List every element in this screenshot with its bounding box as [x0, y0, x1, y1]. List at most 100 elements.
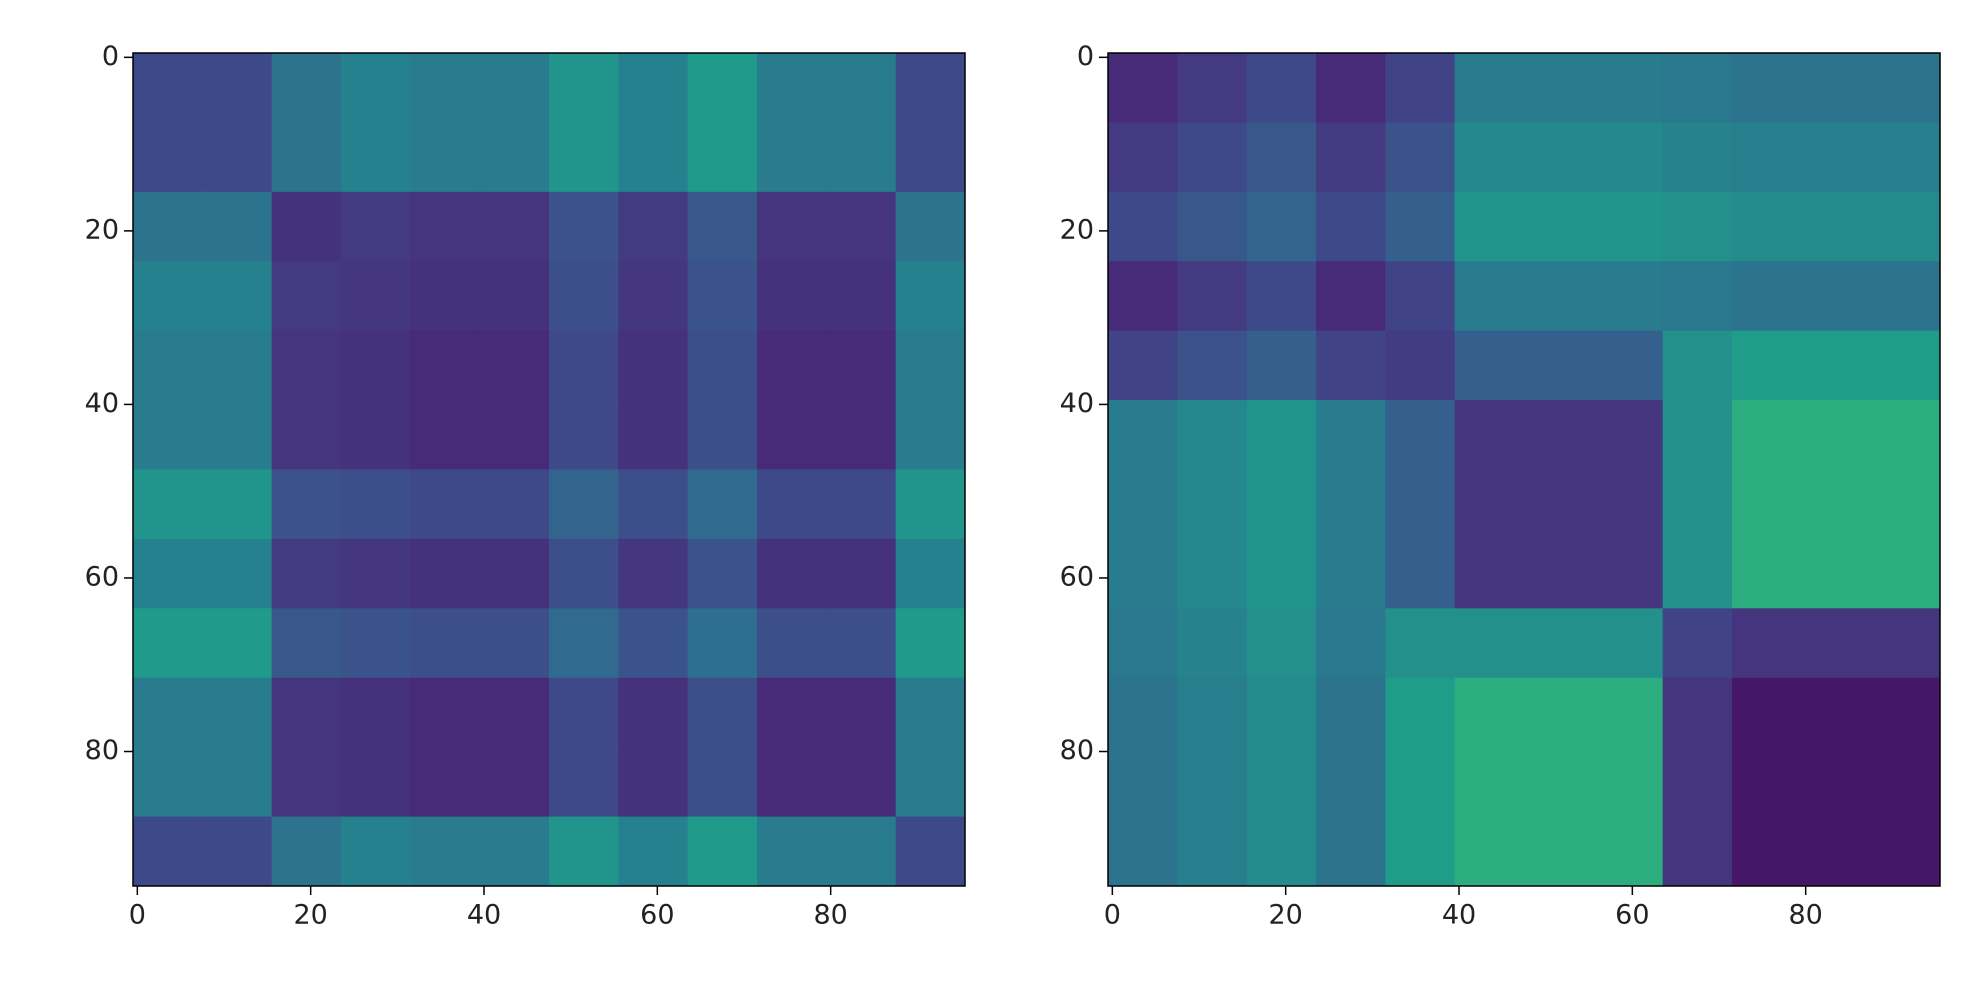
heatmap-cell — [1732, 469, 1802, 540]
heatmap-cell — [1870, 122, 1941, 193]
heatmap-cell — [133, 816, 203, 887]
heatmap-plot: 0 20 40 60 80 0 20 40 60 80 — [85, 41, 966, 931]
heatmap-cell — [202, 608, 273, 679]
heatmap-cell — [202, 400, 273, 470]
heatmap-cell — [479, 191, 550, 262]
heatmap-cell — [1246, 469, 1317, 540]
heatmap-cell — [271, 816, 342, 887]
heatmap-cell — [1177, 122, 1248, 193]
heatmap-cell — [1177, 53, 1248, 123]
heatmap-cell — [757, 469, 827, 540]
heatmap-cell — [133, 261, 203, 332]
heatmap-cell — [826, 330, 897, 401]
heatmap-cell — [826, 400, 897, 470]
y-tick-label: 60 — [1060, 561, 1094, 592]
heatmap-cell — [1801, 677, 1872, 748]
heatmap-cell — [1801, 122, 1872, 193]
heatmap-cell — [1801, 53, 1872, 123]
heatmap-cell — [1177, 330, 1248, 401]
heatmap-cell — [1593, 261, 1664, 332]
heatmap-cell — [479, 122, 550, 193]
axes-frame — [1107, 52, 1941, 887]
heatmap-cell — [757, 261, 827, 332]
heatmap-cell — [549, 122, 619, 193]
axes-frame — [132, 52, 966, 887]
heatmap-cell — [687, 261, 758, 332]
heatmap-cell — [1801, 400, 1872, 470]
heatmap-cell — [133, 469, 203, 540]
heatmap-cell — [133, 677, 203, 748]
heatmap-cell — [1246, 538, 1317, 609]
heatmap-cell — [1385, 191, 1456, 262]
heatmap-plot: 0 20 40 60 80 0 20 40 60 80 — [1060, 41, 1941, 931]
heatmap-cell — [826, 469, 897, 540]
heatmap-cell — [1385, 747, 1456, 818]
heatmap-cell — [895, 538, 966, 609]
heatmap-cell — [1593, 400, 1664, 470]
heatmap-cell — [1870, 747, 1941, 818]
heatmap-cell — [479, 747, 550, 818]
heatmap-cell — [1108, 816, 1178, 887]
heatmap-cell — [687, 747, 758, 818]
heatmap-cell — [1316, 816, 1386, 887]
heatmap-cell — [1524, 330, 1594, 401]
heatmap-cell — [1524, 469, 1594, 540]
heatmap-cell — [1870, 191, 1941, 262]
heatmap-cell — [549, 816, 619, 887]
heatmap-cell — [1385, 122, 1456, 193]
heatmap-cell — [133, 191, 203, 262]
heatmap-cell — [1524, 53, 1594, 123]
heatmap-cell — [618, 261, 689, 332]
heatmap-cell — [1454, 330, 1525, 401]
heatmap-cell — [1870, 53, 1941, 123]
heatmap-cell — [410, 400, 481, 470]
heatmap-cell — [341, 191, 411, 262]
heatmap-cell — [410, 122, 481, 193]
heatmap-cell — [895, 330, 966, 401]
heatmap-cell — [618, 53, 689, 123]
heatmap-cell — [1246, 261, 1317, 332]
heatmap-cell — [895, 816, 966, 887]
heatmap-cell — [1316, 191, 1386, 262]
heatmap-cell — [1870, 400, 1941, 470]
heatmap-cell — [549, 608, 619, 679]
heatmap-cell — [1177, 400, 1248, 470]
heatmap-cell — [1593, 122, 1664, 193]
heatmap-cell — [1732, 261, 1802, 332]
heatmap-cell — [1385, 677, 1456, 748]
heatmap-cell — [1801, 608, 1872, 679]
heatmap-cell — [1108, 469, 1178, 540]
heatmap-cell — [1454, 53, 1525, 123]
heatmap-cell — [895, 469, 966, 540]
heatmap-cell — [1801, 330, 1872, 401]
heatmap-cell — [687, 400, 758, 470]
heatmap-cell — [1593, 677, 1664, 748]
heatmap-cell — [1732, 330, 1802, 401]
heatmap-cell — [1662, 261, 1733, 332]
heatmap-cell — [1801, 191, 1872, 262]
heatmap-cell — [1801, 469, 1872, 540]
heatmap-cell — [549, 53, 619, 123]
heatmap-cell — [618, 677, 689, 748]
heatmap-cell — [1870, 261, 1941, 332]
heatmap-cell — [1454, 538, 1525, 609]
heatmap-cell — [1801, 816, 1872, 887]
heatmap-cell — [341, 816, 411, 887]
heatmap-cell — [1662, 122, 1733, 193]
heatmap-cell — [1316, 122, 1386, 193]
heatmap-cell — [1870, 469, 1941, 540]
heatmap-cell — [826, 747, 897, 818]
heatmap-cell — [1662, 816, 1733, 887]
heatmap-cell — [687, 122, 758, 193]
heatmap-cell — [1385, 816, 1456, 887]
heatmap-cell — [202, 53, 273, 123]
heatmap-cell — [1177, 816, 1248, 887]
heatmap-cell — [1316, 608, 1386, 679]
heatmap-cell — [895, 122, 966, 193]
heatmap-cell — [826, 53, 897, 123]
y-tick-label: 20 — [1060, 214, 1094, 245]
heatmap-cell — [1662, 400, 1733, 470]
heatmap-cell — [618, 816, 689, 887]
heatmap-cell — [271, 330, 342, 401]
heatmap-cell — [549, 677, 619, 748]
